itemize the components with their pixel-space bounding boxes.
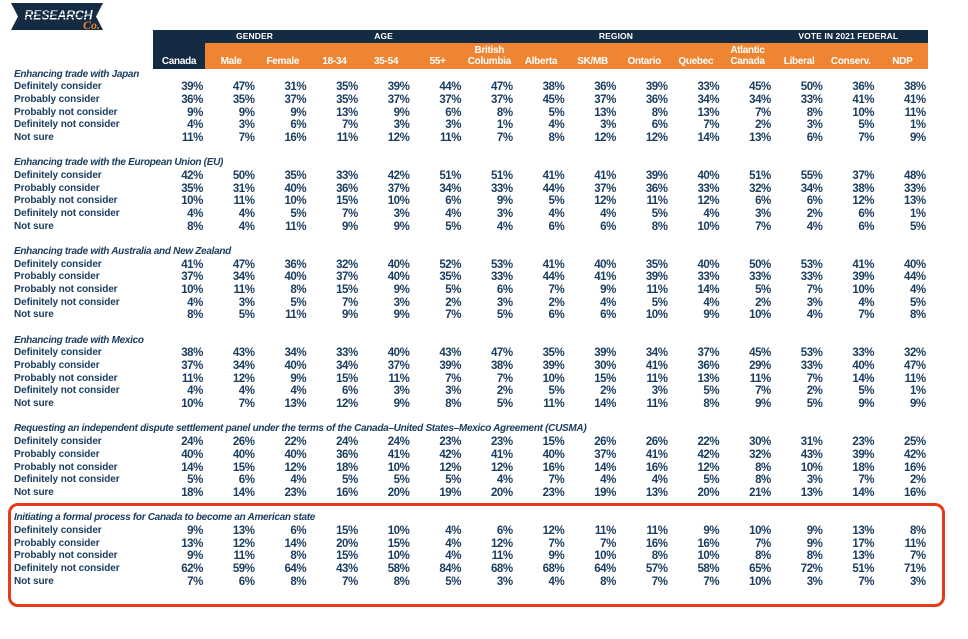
svg-text:Co.: Co. xyxy=(83,18,100,30)
